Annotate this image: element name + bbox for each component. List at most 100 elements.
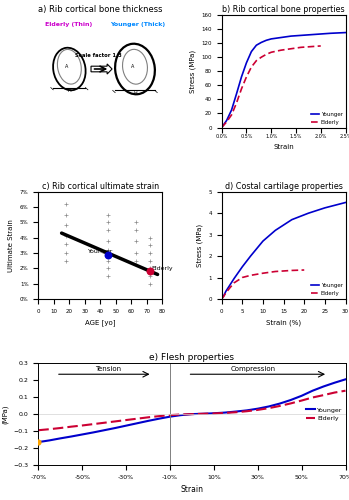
FancyArrow shape	[91, 64, 112, 74]
Younger	[273, 228, 277, 234]
Younger	[321, 384, 326, 390]
Younger	[179, 412, 183, 418]
Legend: Younger, Elderly: Younger, Elderly	[311, 284, 343, 296]
Elderly	[222, 294, 226, 300]
Younger	[245, 408, 249, 414]
Elderly	[299, 398, 304, 404]
Elderly	[264, 52, 268, 58]
Elderly	[157, 413, 161, 419]
Elderly	[343, 388, 348, 394]
Elderly	[230, 112, 234, 118]
Elderly	[228, 285, 232, 291]
X-axis label: AGE [yo]: AGE [yo]	[85, 319, 116, 326]
Text: H: H	[133, 91, 137, 96]
Younger	[277, 400, 282, 406]
Younger	[249, 48, 253, 54]
Elderly	[220, 296, 224, 302]
Younger	[311, 388, 315, 394]
Younger	[220, 296, 224, 302]
Text: H: H	[67, 88, 71, 92]
Elderly	[289, 400, 293, 406]
Younger	[269, 36, 273, 42]
Younger	[113, 425, 117, 431]
Younger	[168, 414, 172, 420]
Elderly	[113, 418, 117, 424]
Younger	[244, 60, 248, 66]
Younger	[224, 118, 229, 124]
Younger	[228, 282, 232, 288]
Elderly	[234, 409, 238, 415]
Elderly	[277, 403, 282, 409]
Younger	[259, 40, 263, 46]
Line: Younger: Younger	[222, 202, 346, 299]
Line: Elderly: Elderly	[38, 390, 346, 430]
Line: Younger: Younger	[222, 32, 346, 128]
Elderly	[201, 411, 205, 417]
Younger	[239, 74, 244, 80]
Elderly	[259, 54, 263, 60]
Younger	[201, 411, 205, 417]
Elderly	[240, 274, 244, 280]
Elderly	[47, 426, 51, 432]
Elderly	[80, 422, 84, 428]
Elderly	[333, 390, 337, 396]
Younger	[232, 276, 236, 281]
Younger	[222, 292, 226, 298]
Elderly	[179, 412, 183, 418]
Younger	[289, 33, 293, 39]
Text: Younger (Thick): Younger (Thick)	[110, 22, 165, 27]
Younger	[264, 38, 268, 44]
Elderly	[220, 124, 224, 130]
Younger	[290, 216, 294, 222]
Younger	[343, 376, 348, 382]
Elderly	[135, 416, 139, 422]
Younger	[248, 253, 253, 259]
Younger	[190, 411, 194, 417]
Title: e) Flesh properties: e) Flesh properties	[149, 354, 235, 362]
Younger	[36, 439, 40, 445]
Younger	[224, 288, 228, 294]
Younger	[135, 420, 139, 426]
Younger	[212, 410, 216, 416]
Younger	[343, 200, 348, 205]
Younger	[69, 434, 73, 440]
Elderly	[223, 410, 227, 416]
Elderly	[102, 420, 106, 426]
Elderly	[212, 410, 216, 416]
Elderly	[91, 421, 95, 427]
Elderly	[299, 44, 303, 51]
Elderly	[279, 47, 283, 53]
Younger	[91, 430, 95, 436]
Elderly	[319, 43, 323, 49]
Younger	[157, 416, 161, 422]
Younger	[230, 107, 234, 113]
Elderly	[232, 280, 236, 286]
Elderly	[273, 268, 277, 274]
Younger	[289, 397, 293, 403]
Line: Younger: Younger	[38, 380, 346, 442]
Y-axis label: Stress (MPa): Stress (MPa)	[190, 50, 196, 93]
Elderly	[321, 392, 326, 398]
Elderly	[146, 414, 150, 420]
Text: Younger: Younger	[88, 249, 113, 254]
Younger	[47, 438, 51, 444]
Elderly	[256, 407, 260, 413]
Elderly	[302, 267, 306, 273]
Younger	[343, 30, 348, 36]
Title: d) Costal cartilage properties: d) Costal cartilage properties	[225, 182, 342, 191]
Legend: Younger, Elderly: Younger, Elderly	[306, 407, 342, 421]
Text: Elderly (Thin): Elderly (Thin)	[45, 22, 92, 27]
Point	[105, 250, 111, 258]
Title: c) Rib cortical ultimate strain: c) Rib cortical ultimate strain	[42, 182, 159, 191]
Title: b) Rib cortical bone properties: b) Rib cortical bone properties	[222, 5, 345, 14]
Younger	[309, 32, 313, 38]
Y-axis label: Ultimate Strain: Ultimate Strain	[8, 219, 15, 272]
Elderly	[235, 100, 239, 106]
X-axis label: Strain: Strain	[273, 144, 294, 150]
Elderly	[254, 58, 259, 64]
Point	[147, 268, 153, 276]
Younger	[274, 35, 278, 41]
Younger	[235, 91, 239, 97]
Elderly	[58, 425, 62, 431]
Elderly	[224, 119, 229, 125]
